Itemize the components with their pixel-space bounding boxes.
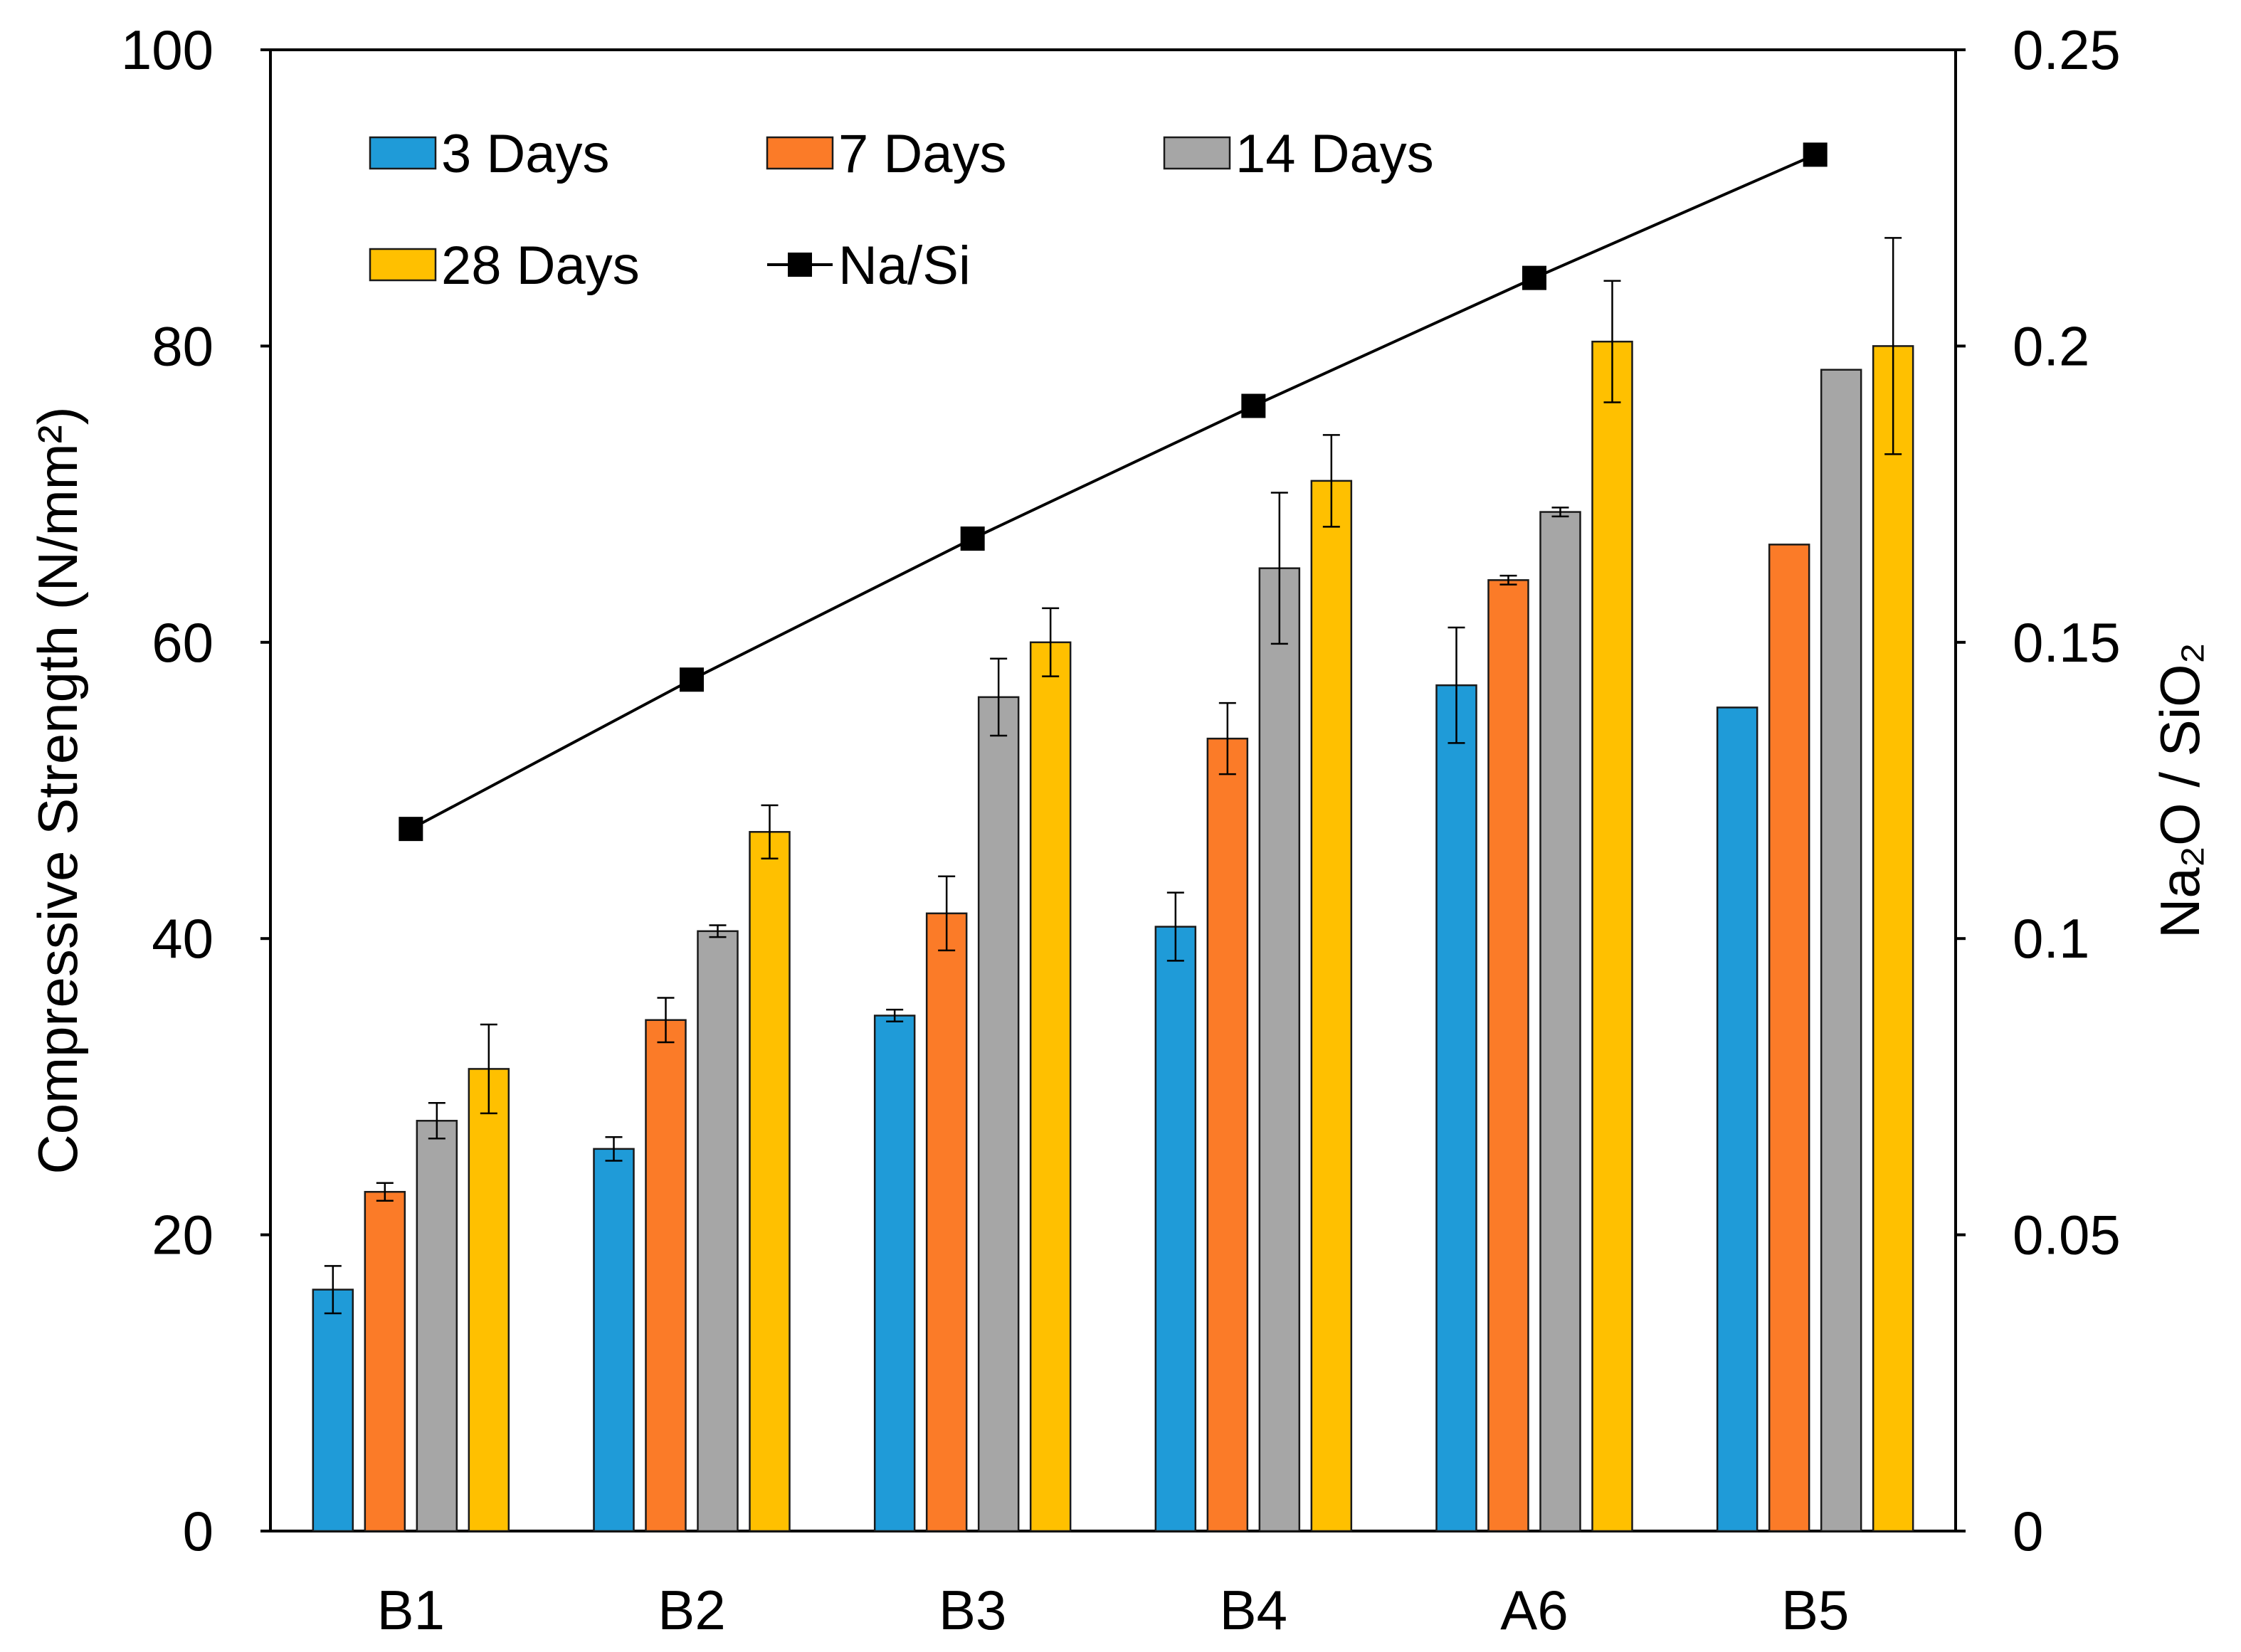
bar-28-days-b4 (1310, 480, 1353, 1532)
bar-28-days-b2 (749, 831, 791, 1532)
na-si-marker-b4 (1241, 393, 1266, 418)
bar-3-days-b5 (1716, 706, 1758, 1532)
plot-frame (269, 48, 1957, 1532)
legend: 3 Days 7 Days 14 Days 28 Days Na/Si (369, 124, 1434, 296)
x-tick-label-b3: B3 (939, 1579, 1006, 1641)
right-tick-label-0: 0 (2013, 1500, 2043, 1562)
legend-swatch-7-days (766, 136, 834, 170)
bar-3-days-b2 (593, 1148, 635, 1532)
bar-14-days-b3 (977, 696, 1020, 1532)
legend-marker-na-si (788, 253, 812, 277)
bar-14-days-b1 (416, 1120, 458, 1532)
bar-7-days-b5 (1768, 544, 1810, 1532)
legend-swatch-3-days (369, 136, 437, 170)
na-si-line (410, 153, 1816, 830)
bar-14-days-b2 (697, 930, 739, 1532)
na-si-line-group (399, 142, 1828, 842)
x-tick-label-a6: A6 (1500, 1579, 1568, 1641)
legend-label-3-days: 3 Days (441, 124, 610, 184)
legend-swatch-14-days (1163, 136, 1231, 170)
legend-label-14-days: 14 Days (1235, 124, 1434, 184)
bar-28-days-b1 (468, 1068, 510, 1532)
x-tick-label-b4: B4 (1220, 1579, 1287, 1641)
bar-14-days-a6 (1539, 511, 1581, 1532)
left-tick-label-0: 0 (183, 1500, 213, 1562)
left-tick-label-1: 20 (152, 1204, 213, 1266)
plot-area (269, 48, 1957, 1532)
na-si-marker-b1 (399, 817, 423, 842)
right-tick-label-4: 0.2 (2013, 314, 2089, 377)
bar-14-days-b4 (1258, 567, 1301, 1532)
bar-3-days-b4 (1154, 926, 1197, 1532)
left-tick-label-4: 80 (152, 314, 213, 377)
bar-7-days-b4 (1206, 737, 1249, 1532)
left-tick-label-5: 100 (121, 18, 213, 81)
left-tick-label-3: 60 (152, 611, 213, 674)
x-tick-label-b1: B1 (377, 1579, 445, 1641)
bar-28-days-a6 (1591, 340, 1633, 1532)
bar-7-days-b3 (925, 912, 968, 1532)
bar-3-days-b3 (873, 1015, 916, 1532)
right-axis-title: Na₂O / SiO₂ (2148, 642, 2211, 938)
bar-14-days-b5 (1820, 369, 1862, 1532)
legend-label-7-days: 7 Days (838, 124, 1007, 184)
bar-series-group (312, 340, 1914, 1532)
bar-3-days-b1 (312, 1288, 354, 1532)
axes-group: 0 20 40 60 80 100 0 0.05 0.1 0.15 0.2 0.25 B1 B2 B3 B4 A… (26, 18, 2211, 1641)
x-tick-label-b2: B2 (658, 1579, 725, 1641)
legend-label-na-si: Na/Si (838, 235, 971, 296)
bar-3-days-a6 (1435, 684, 1477, 1532)
na-si-marker-a6 (1522, 265, 1546, 290)
bar-7-days-b1 (364, 1190, 406, 1532)
right-tick-label-5: 0.25 (2013, 18, 2121, 81)
right-tick-label-1: 0.05 (2013, 1204, 2121, 1266)
bar-7-days-a6 (1487, 579, 1529, 1532)
left-tick-label-2: 40 (152, 907, 213, 970)
bar-28-days-b3 (1029, 641, 1072, 1532)
x-tick-label-b5: B5 (1781, 1579, 1849, 1641)
left-axis-title: Compressive Strength (N/mm²) (26, 406, 89, 1174)
bar-28-days-b5 (1872, 345, 1914, 1532)
error-bar-group (324, 237, 1902, 1315)
legend-swatch-28-days (369, 248, 437, 282)
legend-label-28-days: 28 Days (441, 235, 640, 296)
right-tick-label-3: 0.15 (2013, 611, 2121, 674)
na-si-marker-b2 (680, 667, 704, 692)
right-tick-label-2: 0.1 (2013, 907, 2089, 970)
na-si-marker-b3 (960, 526, 985, 551)
na-si-marker-b5 (1803, 142, 1828, 167)
bar-7-days-b2 (645, 1019, 687, 1532)
